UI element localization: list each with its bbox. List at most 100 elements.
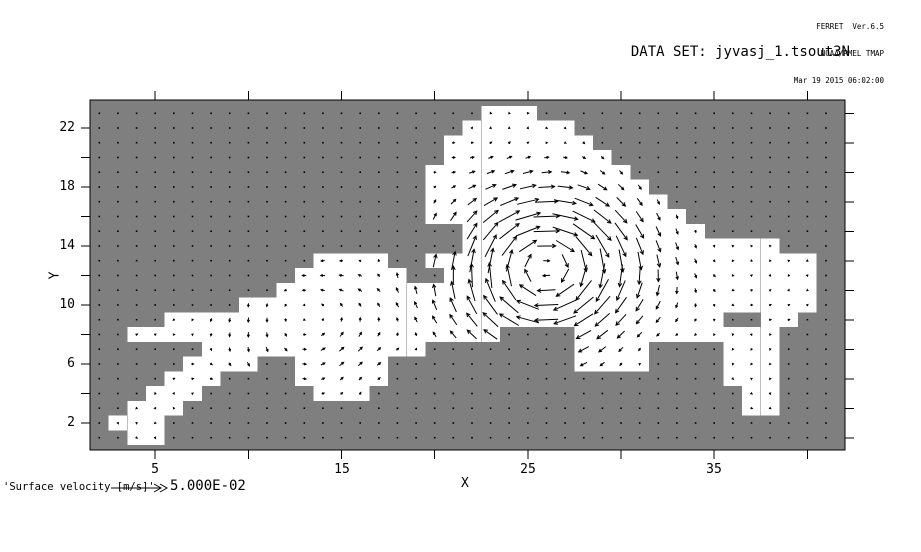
velocity-arrow [470,126,473,130]
grid-dot [303,186,306,188]
velocity-arrow [575,329,592,340]
grid-dot [657,112,660,115]
grid-dot [806,141,809,144]
grid-dot [713,171,715,173]
grid-dot [638,112,641,115]
grid-dot [806,156,809,159]
velocity-arrow [320,362,326,366]
grid-dot [247,156,250,159]
grid-dot [173,259,175,262]
grid-dot [713,156,715,159]
velocity-arrow [135,436,138,440]
grid-dot [98,171,101,173]
velocity-arrow [284,332,287,337]
velocity-arrow [172,318,176,322]
velocity-arrow [432,253,438,268]
grid-dot [769,141,771,144]
grid-dot [732,392,734,395]
grid-dot [694,436,697,439]
grid-dot [564,407,566,409]
grid-dot [396,112,399,115]
grid-dot [247,392,250,395]
velocity-arrow [769,259,772,263]
velocity-arrow [563,126,567,130]
grid-dot [117,171,119,173]
grid-dot [191,407,194,409]
grid-dot [210,186,212,188]
velocity-arrow [135,421,138,425]
velocity-arrow [805,274,809,277]
grid-dot [508,363,510,365]
velocity-arrow [712,318,716,322]
grid-dot [415,392,417,395]
grid-dot [527,363,529,365]
grid-dot [583,377,585,380]
velocity-arrow [153,406,157,410]
grid-dot [545,436,548,439]
grid-dot [638,422,641,424]
velocity-arrow [209,318,213,323]
velocity-arrow [750,289,754,292]
grid-dot [732,127,734,129]
velocity-arrow [598,346,607,353]
grid-dot [154,215,156,218]
velocity-arrow [519,183,537,190]
grid-dot [303,230,306,232]
velocity-arrow [694,318,697,322]
grid-dot [228,377,231,380]
velocity-arrow [191,377,195,381]
grid-dot [415,230,417,232]
velocity-arrow [484,234,497,258]
grid-dot [825,318,827,321]
velocity-arrow [469,156,475,159]
grid-dot [135,259,138,262]
grid-dot [247,171,250,173]
grid-dot [173,274,175,277]
grid-dot [489,392,492,395]
velocity-arrow [731,274,735,277]
velocity-arrow [555,240,576,253]
grid-dot [378,215,380,218]
velocity-arrow [768,289,772,292]
grid-dot [378,436,380,439]
grid-dot [135,363,138,365]
velocity-arrow [377,273,381,278]
velocity-arrow [153,436,157,440]
grid-dot [154,186,156,188]
velocity-arrow [303,333,307,336]
grid-dot [694,171,697,173]
grid-dot [154,230,156,232]
velocity-arrow [538,184,556,189]
grid-dot [266,407,268,409]
grid-dot [247,200,250,203]
velocity-arrow [595,234,610,258]
grid-dot [769,127,771,129]
grid-dot [694,392,697,395]
velocity-arrow [449,297,457,313]
velocity-arrow [533,317,559,323]
grid-dot [117,333,119,336]
grid-dot [433,127,436,129]
grid-dot [471,392,473,395]
velocity-arrow [246,332,250,338]
velocity-arrow [303,318,306,321]
velocity-arrow [467,197,478,206]
grid-dot [98,156,101,159]
grid-dot [191,289,194,291]
grid-dot [322,171,324,173]
grid-dot [787,186,790,188]
grid-dot [173,215,175,218]
grid-dot [210,127,212,129]
velocity-arrow [599,248,607,275]
velocity-arrow [191,318,194,322]
grid-dot [657,363,660,365]
grid-dot [489,363,492,365]
grid-dot [545,363,548,365]
grid-dot [154,289,156,291]
velocity-arrow [694,244,697,249]
grid-dot [806,363,809,365]
grid-dot [713,436,715,439]
grid-dot [228,200,231,203]
grid-dot [583,112,585,115]
grid-dot [732,230,734,232]
